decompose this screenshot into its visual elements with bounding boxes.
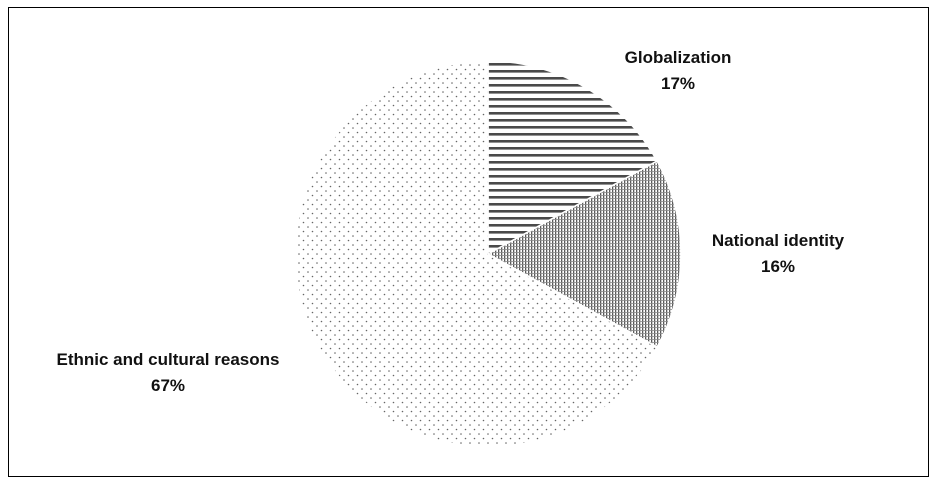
- pie-slice-national-identity: [486, 160, 682, 348]
- slice-value-globalization: 17%: [661, 74, 695, 93]
- slice-label-national-identity: National identity: [712, 231, 845, 250]
- pie-slice-globalization: [487, 60, 659, 256]
- pie-slice-ethnic-and-cultural-reasons: [294, 60, 659, 448]
- slice-value-ethnic-and-cultural-reasons: 67%: [151, 376, 185, 395]
- slice-value-national-identity: 16%: [761, 257, 795, 276]
- pie-slices: [294, 60, 682, 448]
- slice-label-globalization: Globalization: [625, 48, 732, 67]
- pie-labels: Globalization 17% National identity 16% Ethn…: [57, 48, 845, 395]
- slice-label-ethnic-and-cultural-reasons: Ethnic and cultural reasons: [57, 350, 280, 369]
